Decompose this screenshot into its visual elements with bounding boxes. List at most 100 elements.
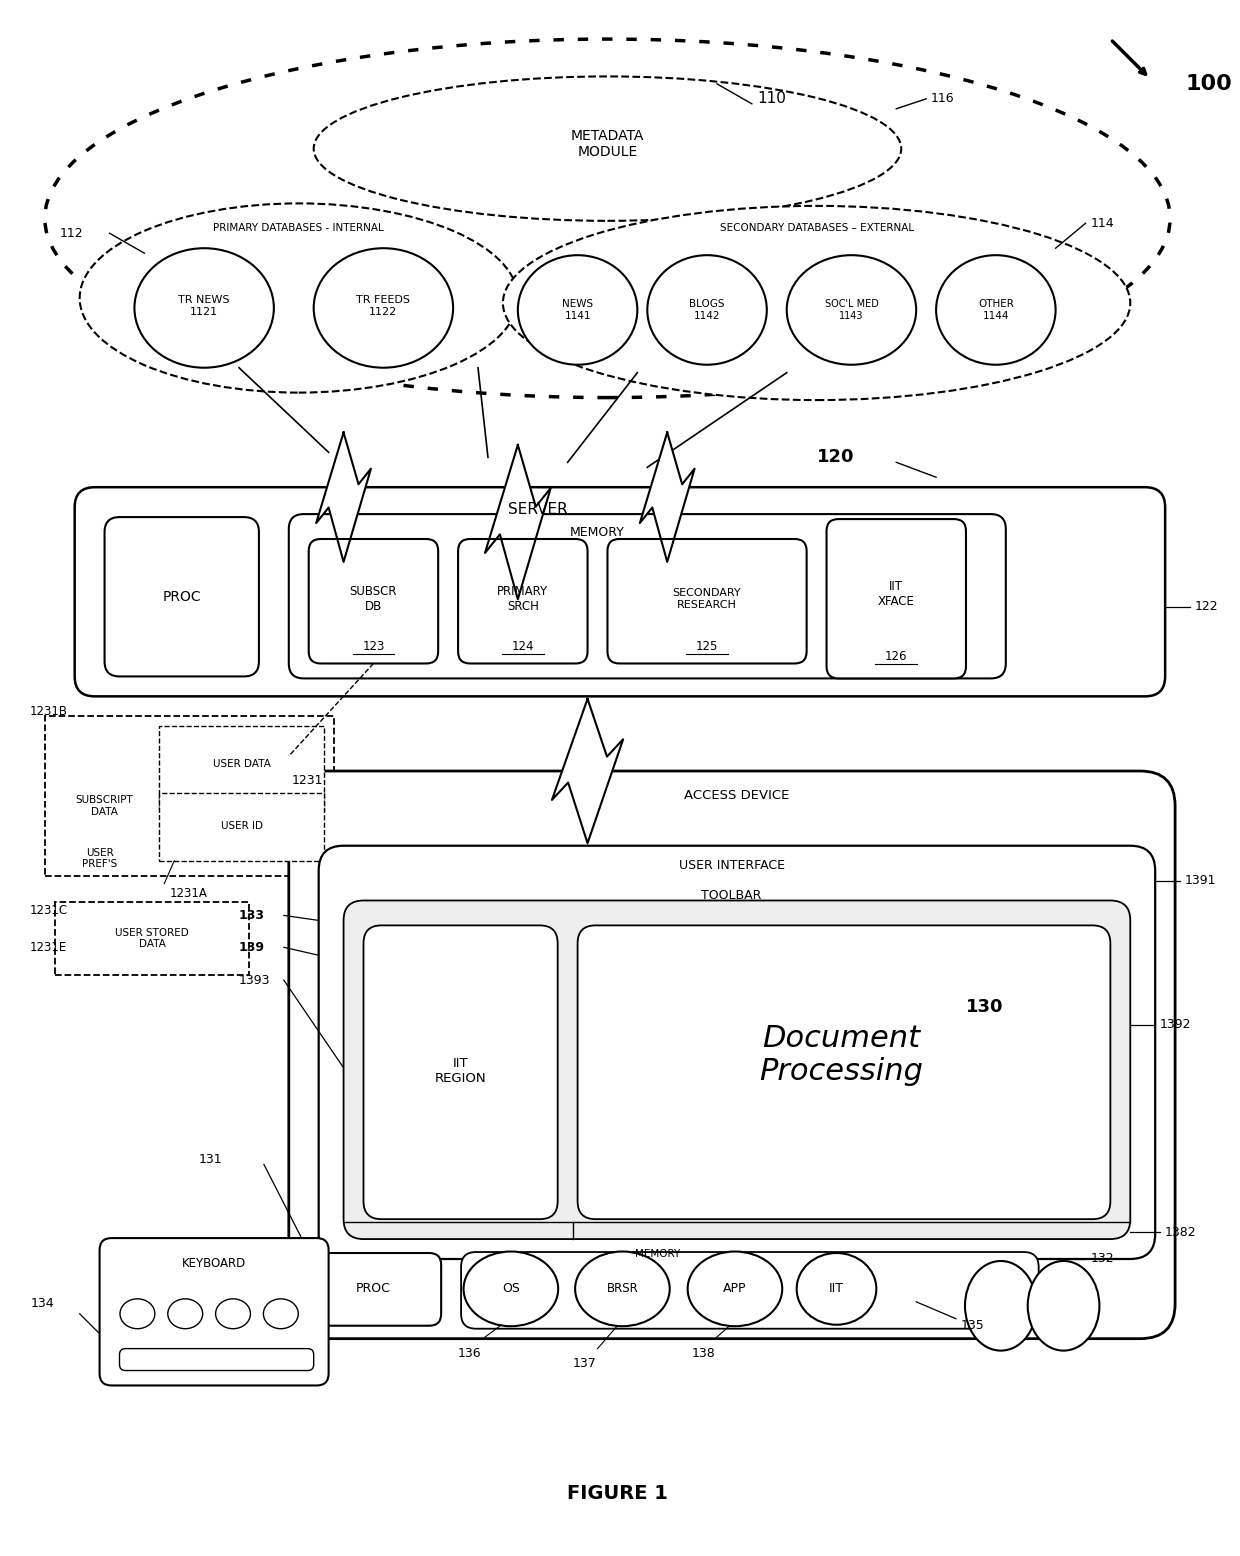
Ellipse shape: [936, 255, 1055, 364]
Text: PROC: PROC: [356, 1282, 391, 1295]
FancyBboxPatch shape: [74, 487, 1166, 697]
Text: MEMORY: MEMORY: [635, 1249, 680, 1259]
Text: 126: 126: [885, 650, 908, 663]
FancyBboxPatch shape: [309, 538, 438, 663]
Text: 1231E: 1231E: [30, 941, 67, 954]
Text: NEWS
1141: NEWS 1141: [562, 299, 593, 321]
Ellipse shape: [965, 1260, 1037, 1351]
Ellipse shape: [120, 1299, 155, 1329]
Text: IIT: IIT: [830, 1282, 844, 1295]
Polygon shape: [485, 445, 551, 599]
Text: 1231: 1231: [291, 775, 324, 787]
Text: OS: OS: [502, 1282, 520, 1295]
Text: 136: 136: [458, 1347, 481, 1360]
Text: USER DATA: USER DATA: [213, 759, 270, 769]
FancyBboxPatch shape: [461, 1253, 1039, 1329]
Text: SUBSCRIPT
DATA: SUBSCRIPT DATA: [76, 795, 134, 817]
Text: 1393: 1393: [239, 974, 270, 987]
Text: PROC: PROC: [162, 590, 202, 604]
FancyBboxPatch shape: [608, 538, 807, 663]
Ellipse shape: [503, 205, 1131, 400]
Text: 135: 135: [961, 1319, 985, 1332]
Text: PRIMARY DATABASES - INTERNAL: PRIMARY DATABASES - INTERNAL: [213, 224, 384, 233]
Text: 112: 112: [60, 227, 83, 240]
Text: 137: 137: [573, 1357, 596, 1369]
Text: 132: 132: [1090, 1253, 1114, 1265]
Text: USER
PREF'S: USER PREF'S: [82, 848, 118, 870]
Text: ACCESS DEVICE: ACCESS DEVICE: [684, 789, 790, 803]
Text: BLOGS
1142: BLOGS 1142: [689, 299, 725, 321]
Text: 133: 133: [239, 909, 265, 921]
Ellipse shape: [518, 255, 637, 364]
Polygon shape: [552, 699, 624, 843]
Text: 1231A: 1231A: [170, 887, 207, 899]
Text: OTHER
1144: OTHER 1144: [978, 299, 1014, 321]
Text: IIT
REGION: IIT REGION: [434, 1057, 486, 1085]
Text: 131: 131: [200, 1153, 223, 1165]
Ellipse shape: [45, 39, 1171, 398]
Text: 100: 100: [1185, 73, 1231, 93]
FancyBboxPatch shape: [104, 517, 259, 677]
Text: PRIMARY
SRCH: PRIMARY SRCH: [497, 585, 548, 613]
Text: SECONDARY DATABASES – EXTERNAL: SECONDARY DATABASES – EXTERNAL: [719, 224, 914, 233]
Text: SECONDARY
RESEARCH: SECONDARY RESEARCH: [673, 588, 742, 610]
Text: 130: 130: [966, 997, 1003, 1016]
Text: 1382: 1382: [1166, 1226, 1197, 1239]
Bar: [45, 716, 334, 876]
Bar: [159, 794, 324, 860]
Text: 124: 124: [512, 640, 534, 654]
Text: 123: 123: [362, 640, 384, 654]
FancyBboxPatch shape: [363, 926, 558, 1220]
Polygon shape: [640, 433, 694, 562]
Ellipse shape: [167, 1299, 202, 1329]
Text: 1231C: 1231C: [30, 904, 68, 916]
FancyBboxPatch shape: [306, 1253, 441, 1326]
Bar: [159, 727, 324, 811]
FancyBboxPatch shape: [319, 846, 1156, 1259]
FancyBboxPatch shape: [289, 772, 1176, 1338]
Text: SUBSCR
DB: SUBSCR DB: [350, 585, 397, 613]
Ellipse shape: [688, 1251, 782, 1326]
Text: METADATA
MODULE: METADATA MODULE: [570, 129, 644, 159]
Ellipse shape: [134, 249, 274, 367]
Text: IIT
XFACE: IIT XFACE: [878, 580, 915, 608]
Ellipse shape: [314, 76, 901, 221]
Ellipse shape: [647, 255, 766, 364]
Text: KEYBOARD: KEYBOARD: [182, 1257, 247, 1270]
Text: USER STORED
DATA: USER STORED DATA: [115, 927, 190, 949]
FancyBboxPatch shape: [289, 513, 1006, 678]
FancyBboxPatch shape: [458, 538, 588, 663]
Text: TR NEWS
1121: TR NEWS 1121: [179, 296, 229, 317]
Text: USER ID: USER ID: [221, 822, 263, 831]
Ellipse shape: [79, 204, 518, 392]
FancyBboxPatch shape: [827, 520, 966, 678]
FancyBboxPatch shape: [99, 1239, 329, 1385]
Text: 120: 120: [817, 448, 854, 467]
Ellipse shape: [263, 1299, 299, 1329]
Text: TR FEEDS
1122: TR FEEDS 1122: [356, 296, 410, 317]
Ellipse shape: [1028, 1260, 1100, 1351]
Text: BRSR: BRSR: [606, 1282, 639, 1295]
Text: USER INTERFACE: USER INTERFACE: [680, 859, 785, 871]
Text: 1231B: 1231B: [30, 705, 68, 717]
Text: TOOLBAR: TOOLBAR: [701, 888, 761, 902]
Text: APP: APP: [723, 1282, 746, 1295]
Text: 114: 114: [1090, 216, 1114, 230]
Text: Document
Processing: Document Processing: [759, 1024, 924, 1086]
Text: 110: 110: [756, 92, 786, 106]
Ellipse shape: [216, 1299, 250, 1329]
Text: SERVER: SERVER: [508, 501, 568, 517]
FancyBboxPatch shape: [578, 926, 1110, 1220]
Bar: [55, 902, 249, 976]
Text: SOC'L MED
1143: SOC'L MED 1143: [825, 299, 878, 321]
FancyBboxPatch shape: [119, 1349, 314, 1371]
Ellipse shape: [796, 1253, 877, 1324]
Text: 1391: 1391: [1185, 874, 1216, 887]
Polygon shape: [316, 433, 371, 562]
Text: 139: 139: [239, 941, 265, 954]
Ellipse shape: [464, 1251, 558, 1326]
Text: 125: 125: [696, 640, 718, 654]
Text: 1392: 1392: [1161, 1019, 1192, 1032]
Text: 138: 138: [692, 1347, 715, 1360]
Text: 116: 116: [931, 92, 955, 106]
